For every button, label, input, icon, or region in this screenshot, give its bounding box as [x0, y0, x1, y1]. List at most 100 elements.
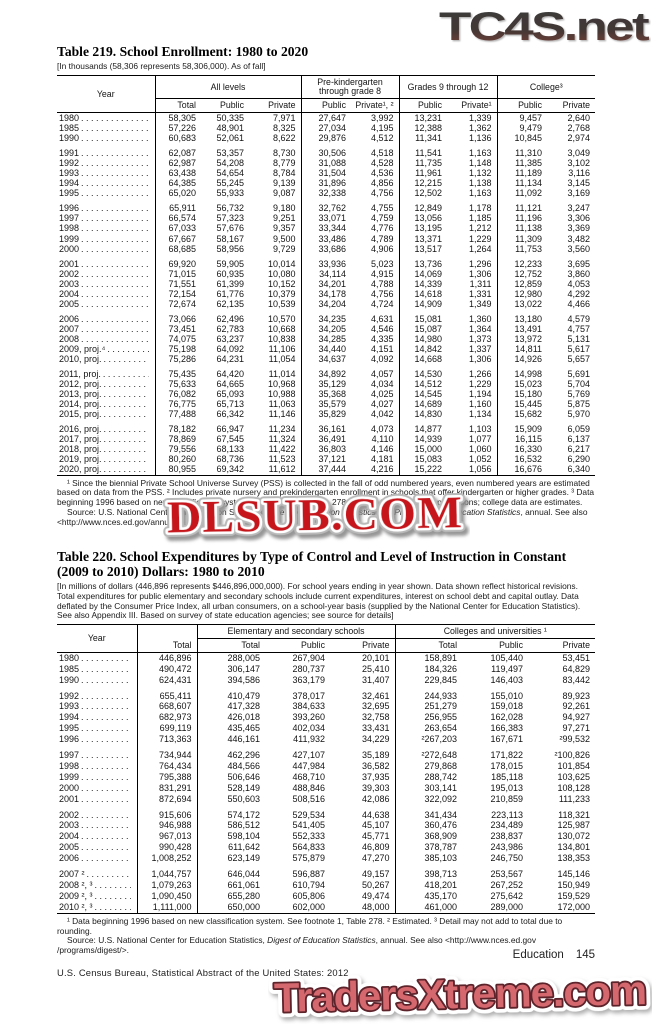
year-cell: 2010, proj. [57, 354, 155, 364]
value-cell: ²100,826 [554, 750, 591, 761]
value-cell: 8,622 [272, 133, 296, 144]
value-cell: 11,014 [268, 369, 296, 380]
value-cell: 682,973 [136, 712, 197, 724]
value-cell: 8,325 [272, 123, 296, 134]
value-cell: 13,056 [398, 213, 448, 224]
year-cell: 2012, proj. [57, 379, 155, 389]
table-row: 199867,033 57,676 9,357 33,344 4,776 13,195 1,… [57, 223, 595, 234]
value-cell: 1,160 [469, 399, 492, 410]
value-cell: 14,830 [398, 409, 448, 420]
value-cell: 9,500 [272, 233, 296, 244]
column-group-header [136, 624, 197, 639]
table-row: 199967,667 58,167 9,500 33,486 4,789 13,371 1,… [57, 233, 595, 244]
value-cell: 6,217 [567, 444, 591, 455]
dot-leader [81, 188, 148, 198]
value-cell: 5,691 [567, 369, 591, 380]
value-cell: 60,683 [154, 133, 201, 144]
value-cell: 76,082 [154, 389, 201, 400]
value-cell: 13,231 [398, 112, 448, 124]
value-cell: 8,784 [272, 168, 296, 179]
value-cell: 288,742 [394, 771, 463, 783]
table-219-section: Table 219. School Enrollment: 1980 to 20… [57, 44, 596, 528]
value-cell: 64,420 [216, 369, 244, 380]
year-column-header: Year [57, 75, 155, 113]
dot-leader [81, 299, 148, 309]
value-cell: 34,201 [300, 278, 352, 289]
year-cell: 2014, proj. [57, 399, 155, 409]
value-cell: 4,034 [370, 379, 394, 390]
dot-leader [87, 869, 131, 880]
value-cell: 53,357 [216, 148, 244, 159]
dot-leader [81, 324, 148, 334]
value-cell: 92,261 [562, 701, 591, 712]
value-cell: 368,909 [394, 831, 463, 843]
value-cell: 4,216 [370, 464, 394, 475]
value-cell: 39,303 [362, 782, 390, 793]
table-row: 199162,087 53,357 8,730 30,506 4,518 11,541 1,… [57, 143, 595, 159]
value-cell: 34,285 [300, 333, 352, 344]
dot-leader [81, 783, 130, 794]
dot-leader [81, 158, 148, 168]
year-cell: 2003 [57, 279, 155, 289]
year-cell: 2018, proj. [57, 444, 155, 454]
value-cell: 398,713 [394, 864, 463, 880]
value-cell: 37,121 [300, 454, 352, 465]
value-cell: 7,971 [272, 112, 296, 123]
column-group-header: Grades 9 through 12 [398, 75, 498, 99]
value-cell: 146,403 [490, 674, 524, 685]
table-row: 2015, proj.77,488 66,342 11,146 35,829 4,042… [57, 409, 595, 420]
value-cell: 4,466 [567, 298, 591, 309]
year-cell: 2002 [57, 805, 137, 821]
column-group-header: Pre-kindergarten through grade 8 [300, 75, 400, 99]
table-220-source-text: Source: U.S. National Center for Educati… [57, 935, 537, 956]
year-cell: 1993 [57, 168, 155, 178]
dot-leader [95, 880, 131, 891]
value-cell: 58,167 [216, 233, 244, 244]
dot-leader [81, 289, 148, 299]
value-cell: 598,104 [196, 831, 265, 843]
value-cell: 15,023 [496, 379, 548, 390]
dot-leader [81, 750, 130, 761]
value-cell: 66,574 [154, 213, 201, 224]
dot-leader [81, 653, 130, 664]
value-cell: 5,657 [567, 354, 591, 365]
value-cell: 14,339 [398, 278, 448, 289]
column-header: Public [300, 98, 352, 113]
value-cell: 3,369 [567, 223, 591, 234]
value-cell: 145,146 [557, 869, 591, 880]
value-cell: 528,149 [196, 782, 265, 794]
value-cell: 4,724 [370, 298, 394, 309]
value-cell: 1,362 [469, 123, 492, 134]
year-cell: 1993 [57, 701, 137, 712]
year-cell: 2011, proj. [57, 364, 155, 379]
value-cell: 14,939 [398, 434, 448, 445]
year-cell: 1996 [57, 734, 137, 745]
value-cell: 108,128 [557, 782, 591, 793]
value-cell: 103,625 [557, 771, 591, 782]
value-cell: 15,087 [398, 323, 448, 334]
dot-leader [104, 464, 149, 474]
value-cell: 185,118 [491, 771, 524, 782]
column-header: Public [462, 638, 529, 653]
value-cell: 9,139 [272, 178, 296, 189]
dot-leader [81, 794, 130, 805]
value-cell: 4,756 [370, 288, 394, 299]
value-cell: 63,237 [216, 333, 244, 344]
value-cell: 4,518 [370, 148, 394, 159]
value-cell: 119,497 [491, 663, 524, 674]
value-cell: 64,231 [216, 354, 244, 365]
value-cell: 11,054 [268, 354, 296, 365]
value-cell: 31,896 [300, 178, 352, 189]
value-cell: 1,148 [469, 158, 492, 169]
value-cell: 34,205 [300, 323, 352, 334]
value-cell: 68,685 [154, 243, 201, 254]
value-cell: 4,512 [370, 133, 394, 144]
value-cell: ²267,203 [394, 734, 463, 746]
value-cell: 650,000 [196, 901, 265, 914]
value-cell: 1,331 [469, 288, 492, 299]
value-cell: 33,686 [300, 243, 352, 254]
value-cell: 14,926 [496, 354, 548, 365]
value-cell: 575,879 [292, 853, 325, 864]
